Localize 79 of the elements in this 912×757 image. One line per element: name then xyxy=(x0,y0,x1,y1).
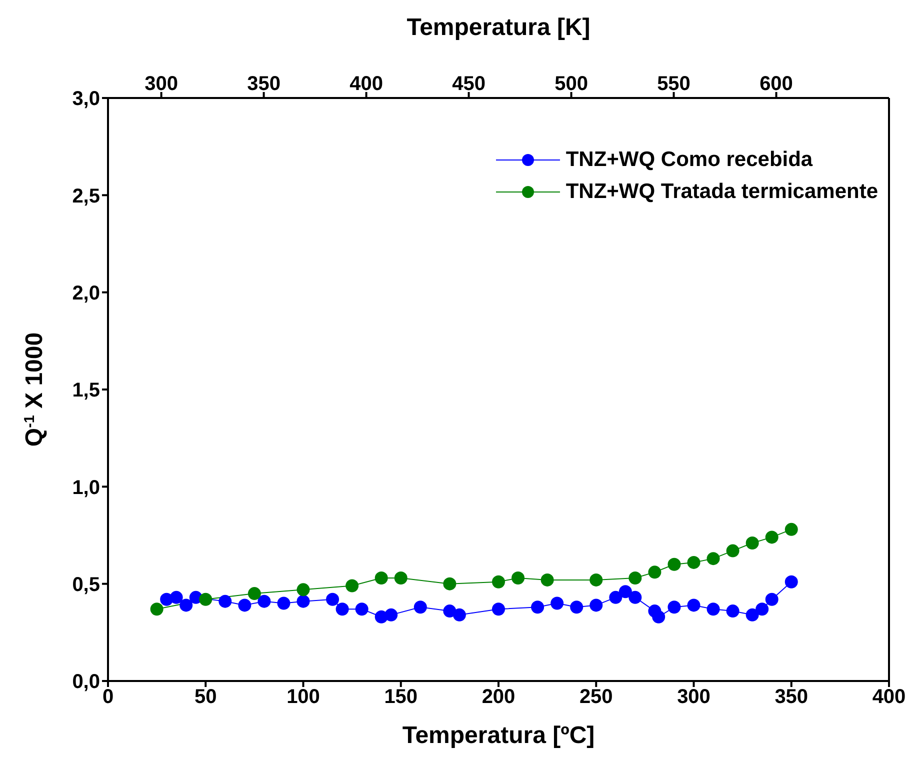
x-tick-label: 300 xyxy=(677,686,710,708)
point xyxy=(628,572,642,585)
x-tick-label: 0 xyxy=(102,686,114,708)
point xyxy=(277,596,290,610)
point xyxy=(199,592,212,606)
x2-tick-label: 300 xyxy=(144,73,178,95)
x2-axis-title: Temperatura [K] xyxy=(406,14,590,42)
point xyxy=(238,598,252,612)
x2-tick-label: 400 xyxy=(350,73,383,95)
point xyxy=(540,573,554,586)
point xyxy=(618,585,632,598)
x2-tick-label: 500 xyxy=(554,73,588,95)
point xyxy=(443,577,456,590)
point xyxy=(746,608,759,622)
point xyxy=(668,600,681,614)
point xyxy=(296,583,310,596)
point xyxy=(443,604,456,618)
x-tick-label: 50 xyxy=(194,686,217,708)
point xyxy=(687,556,700,569)
point xyxy=(706,552,720,566)
point xyxy=(512,572,525,585)
x2-tick-label: 450 xyxy=(452,73,486,95)
x-tick-label: 250 xyxy=(579,686,613,708)
y-tick-label: 2,5 xyxy=(72,185,100,208)
point xyxy=(336,602,349,616)
point xyxy=(668,558,681,571)
point xyxy=(784,575,798,588)
point xyxy=(414,600,427,614)
point xyxy=(150,602,164,616)
point xyxy=(492,602,505,616)
point xyxy=(394,572,408,585)
point xyxy=(531,600,544,614)
point xyxy=(628,590,642,604)
x2-tick-label: 350 xyxy=(247,73,280,95)
x-tick-label: 350 xyxy=(774,686,808,708)
point xyxy=(258,594,271,608)
point xyxy=(765,592,778,606)
x-tick-label: 200 xyxy=(482,686,516,708)
point xyxy=(248,587,261,600)
legend-label: TNZ+WQ Tratada termicamente xyxy=(566,179,878,205)
point xyxy=(756,602,769,616)
point xyxy=(746,536,759,550)
point xyxy=(452,608,466,622)
x-tick-label: 150 xyxy=(384,686,418,708)
point xyxy=(652,610,666,624)
x2-tick-label: 550 xyxy=(657,73,690,95)
point xyxy=(706,602,720,616)
point xyxy=(296,594,310,608)
point xyxy=(492,575,505,588)
point xyxy=(170,590,183,604)
x-axis-title: Temperatura [ºC] xyxy=(402,722,595,749)
point xyxy=(180,598,193,612)
x2-tick-label: 600 xyxy=(760,73,793,95)
point xyxy=(590,598,603,612)
point xyxy=(550,596,564,610)
y-tick-label: 2,0 xyxy=(72,282,100,304)
y-tick-label: 1,0 xyxy=(72,476,100,499)
point xyxy=(570,600,584,614)
point xyxy=(648,566,662,579)
point xyxy=(687,598,700,612)
point xyxy=(346,579,359,592)
point xyxy=(726,604,740,618)
y-tick-label: 0,0 xyxy=(72,671,100,694)
point xyxy=(609,590,622,604)
point xyxy=(355,602,368,616)
point xyxy=(784,522,798,536)
y-tick-label: 0,5 xyxy=(72,574,100,596)
x-tick-label: 400 xyxy=(872,686,906,708)
point xyxy=(218,594,232,608)
point xyxy=(326,592,340,606)
point xyxy=(590,573,603,586)
point xyxy=(765,530,778,544)
legend-label: TNZ+WQ Como recebida xyxy=(566,147,813,173)
y-tick-label: 3,0 xyxy=(72,88,100,110)
point xyxy=(374,572,388,585)
x-tick-label: 100 xyxy=(286,686,320,708)
point xyxy=(726,544,740,558)
y-tick-label: 1,5 xyxy=(72,380,100,402)
point xyxy=(384,608,398,622)
